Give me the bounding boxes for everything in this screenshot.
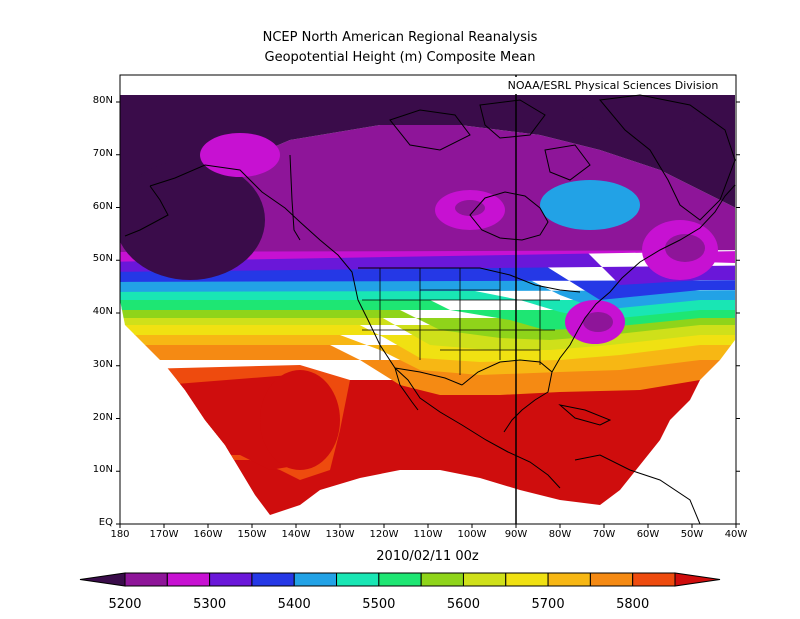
x-tick-label: 90W <box>504 529 528 540</box>
height-field <box>120 95 735 515</box>
y-tick-label: 20N <box>92 411 113 423</box>
x-tick-label: 80W <box>548 529 572 540</box>
x-tick-label: 130W <box>325 529 355 540</box>
colorbar-swatch <box>293 572 338 587</box>
low-center-north-pacific <box>120 160 265 280</box>
y-tick-label: 60N <box>92 200 113 212</box>
x-tick-label: 120W <box>369 529 399 540</box>
colorbar-swatch <box>632 572 676 587</box>
east-coast <box>551 184 736 373</box>
colorbar-swatch <box>505 572 549 587</box>
colorbar-high-arrow <box>674 572 721 587</box>
x-tick-label: 170W <box>149 529 179 540</box>
south-america-north <box>574 454 701 525</box>
y-tick-label: 70N <box>92 147 113 159</box>
alaska-canada-border <box>289 154 301 241</box>
y-tick-label: 30N <box>92 358 113 370</box>
title-line-1: NCEP North American Regional Reanalysis <box>262 30 538 45</box>
hudson-bay <box>469 191 549 241</box>
colorbar-label: 5600 <box>446 597 480 612</box>
greenland <box>599 94 736 221</box>
colorbar-label: 5500 <box>362 597 396 612</box>
x-tick-label: 40W <box>724 529 748 540</box>
height-blob <box>665 234 705 262</box>
y-tick-label: 10N <box>92 464 113 476</box>
height-blob <box>455 200 485 216</box>
colorbar-swatch <box>589 572 634 587</box>
colorbar-label: 5700 <box>531 597 565 612</box>
height-blob <box>583 312 613 332</box>
colorbar-swatch <box>209 572 253 587</box>
colorbar-low-arrow <box>79 572 126 587</box>
x-tick-label: 60W <box>636 529 660 540</box>
x-tick-label: 110W <box>413 529 443 540</box>
colorbar-swatch <box>547 572 591 587</box>
x-tick-label: 180 <box>110 529 130 540</box>
colorbar-swatch <box>166 572 211 587</box>
north-america-west-coast <box>149 164 561 489</box>
y-tick-label: 50N <box>92 253 113 265</box>
colorbar-label: 5200 <box>108 597 142 612</box>
baja-california <box>394 367 419 411</box>
credit-label: NOAA/ESRL Physical Sciences Division <box>493 77 733 94</box>
date-label: 2010/02/11 00z <box>376 549 479 564</box>
x-tick-label: 150W <box>237 529 267 540</box>
x-tick-label: 160W <box>193 529 223 540</box>
title-line-2: Geopotential Height (m) Composite Mean <box>264 50 536 65</box>
y-tick-label: 40N <box>92 306 113 317</box>
colorbar-swatch <box>251 572 295 587</box>
height-blob <box>540 180 640 230</box>
colorbar-swatch <box>462 572 507 587</box>
coastlines <box>124 94 736 525</box>
us-mexico-border <box>394 367 463 386</box>
state-boundaries <box>362 268 560 375</box>
alaska-peninsula <box>124 185 169 237</box>
y-tick-label: EQ <box>98 517 113 528</box>
colorbar-label: 5800 <box>616 597 650 612</box>
high-center-pacific <box>260 370 340 470</box>
colorbar-swatch <box>378 572 422 587</box>
colorbar-swatch <box>336 572 380 587</box>
colorbar-label: 5400 <box>277 597 311 612</box>
x-tick-label: 70W <box>592 529 616 540</box>
y-tick-label: 80N <box>92 95 113 106</box>
height-blob <box>200 133 280 177</box>
colorbar-label: 5300 <box>193 597 227 612</box>
colorbar-swatch <box>124 572 168 587</box>
low-center-greenland <box>580 95 700 135</box>
x-tick-label: 140W <box>281 529 311 540</box>
arctic-islands <box>389 99 591 181</box>
canada-us-border <box>358 267 581 293</box>
x-tick-label: 100W <box>457 529 487 540</box>
cuba <box>558 404 612 426</box>
x-tick-label: 50W <box>680 529 704 540</box>
colorbar-swatch <box>420 572 464 587</box>
colorbar <box>79 572 721 587</box>
